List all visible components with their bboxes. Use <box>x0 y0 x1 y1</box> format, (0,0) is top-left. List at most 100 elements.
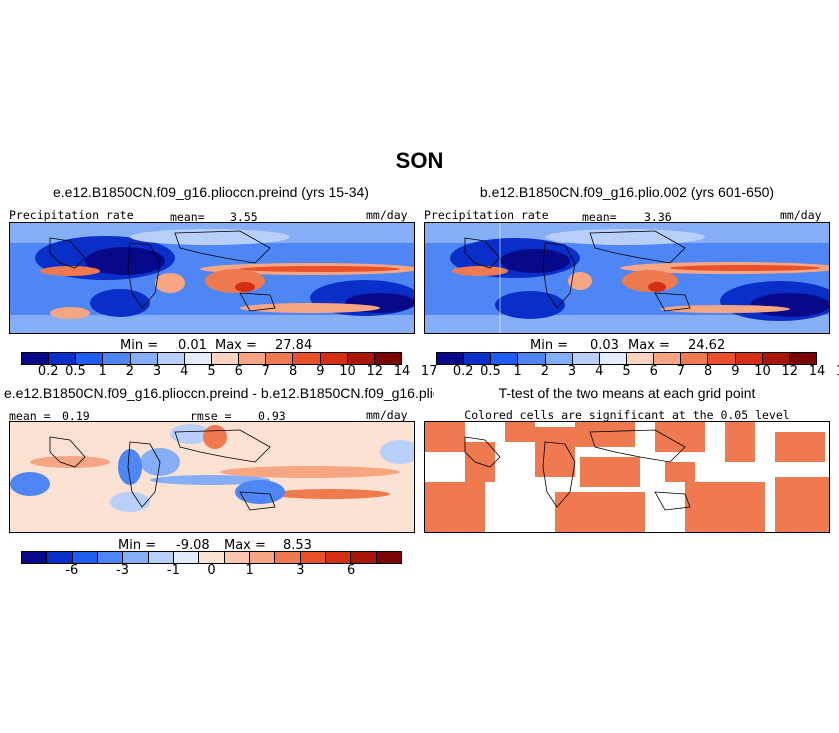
ttest-field <box>425 422 829 532</box>
colorbar-tick-label: 3 <box>152 364 162 379</box>
colorbar-swatch <box>49 353 77 364</box>
units-label: mm/day <box>780 208 822 222</box>
colorbar-tick-label: 10 <box>339 364 356 379</box>
colorbar-swatch <box>275 552 301 563</box>
colorbar-swatch <box>572 353 600 364</box>
rmse-value: 0.93 <box>258 409 286 423</box>
colorbar-swatch <box>211 353 240 364</box>
colorbar-swatch <box>173 552 200 563</box>
mean-label: mean = <box>9 409 51 423</box>
colorbar-swatch <box>464 353 492 364</box>
mean-label: mean= <box>582 210 617 224</box>
panel-subtitle: Colored cells are significant at the 0.0… <box>464 408 790 422</box>
max-value: 8.53 <box>283 538 312 553</box>
precip-field <box>10 223 414 333</box>
colorbar-tick-label: -3 <box>116 563 130 578</box>
colorbar-tick-label: 0.5 <box>480 364 501 379</box>
colorbar-swatch <box>239 353 267 364</box>
colorbar-tick-label: 4 <box>595 364 604 379</box>
colorbar-tick-label: 5 <box>622 364 631 379</box>
difference-map <box>9 421 415 533</box>
colorbar-swatch <box>789 353 816 364</box>
ttest-map <box>424 421 830 533</box>
panel-title: b.e12.B1850CN.f09_g16.plio.002 (yrs 601-… <box>479 184 775 200</box>
mean-label: mean= <box>170 210 205 224</box>
min-label: Min = <box>530 338 569 353</box>
colorbar-tick-label: 12 <box>781 364 799 379</box>
colorbar-tick-label: 0.5 <box>65 364 86 379</box>
variable-label: Precipitation rate <box>424 208 549 222</box>
units-label: mm/day <box>366 208 408 222</box>
figure-title: SON <box>395 148 444 173</box>
colorbar-swatch <box>681 353 709 364</box>
colorbar-swatch <box>374 353 401 364</box>
colorbar-tick-label: 1 <box>245 563 254 578</box>
max-label: Max = <box>215 338 257 353</box>
colorbar-swatch <box>72 552 98 563</box>
units-label: mm/day <box>366 408 408 422</box>
max-label: Max = <box>224 538 266 553</box>
colorbar-tick-label: 14 <box>393 364 411 379</box>
precip-field <box>425 223 829 333</box>
colorbar-swatch <box>735 353 763 364</box>
colorbar-tick-label: 5 <box>207 364 216 379</box>
colorbar-tick-label: 9 <box>731 364 740 379</box>
colorbar-tick-label: 1 <box>98 364 107 379</box>
colorbar-swatch <box>249 552 276 563</box>
colorbar-tick-label: 17 <box>420 364 438 379</box>
colorbar-swatch <box>376 552 401 563</box>
max-value: 27.84 <box>275 338 313 353</box>
colorbar-tick-label: 4 <box>180 364 189 379</box>
colorbar-swatch <box>762 353 790 364</box>
mean-value: 3.36 <box>644 210 672 224</box>
colorbar-tick-label: 0.2 <box>37 364 59 379</box>
colorbar-tick-label: -1 <box>166 563 180 578</box>
min-label: Min = <box>120 338 159 353</box>
colorbar-tick-label: 0 <box>207 563 216 578</box>
colorbar-swatch <box>97 552 124 563</box>
colorbar-swatch <box>184 353 212 364</box>
colorbar-swatch <box>518 353 546 364</box>
colorbar-ticks: -6 -3 -1 0 1 3 6 <box>21 563 402 579</box>
colorbar-tick-label: 6 <box>234 364 243 379</box>
min-value: -9.08 <box>176 538 210 553</box>
colorbar-tick-label: 0.2 <box>452 364 474 379</box>
panel-title: e.e12.B1850CN.f09_g16.plioccn.preind (yr… <box>53 184 369 200</box>
colorbar-swatch <box>491 353 519 364</box>
colorbar-swatch <box>199 552 225 563</box>
colorbar-tick-label: 2 <box>125 364 134 379</box>
colorbar-tick-label: 8 <box>704 364 713 379</box>
mean-value: 3.55 <box>230 210 258 224</box>
max-label: Max = <box>628 338 670 353</box>
max-value: 24.62 <box>688 338 726 353</box>
colorbar-swatch <box>76 353 104 364</box>
colorbar-swatch <box>47 552 73 563</box>
colorbar-tick-label: 2 <box>540 364 549 379</box>
precip-map <box>424 222 830 334</box>
mean-value: 0.19 <box>62 409 90 423</box>
colorbar-swatch <box>347 353 375 364</box>
min-value: 0.01 <box>178 338 207 353</box>
panel-title: e.e12.B1850CN.f09_g16.plioccn.preind - b… <box>4 385 434 401</box>
colorbar-tick-label: 3 <box>296 563 305 578</box>
colorbar-tick-label: 6 <box>347 563 356 578</box>
colorbar-swatch <box>22 552 48 563</box>
colorbar-tick-label: 10 <box>754 364 771 379</box>
rmse-label: rmse = <box>190 409 232 423</box>
colorbar-swatch <box>266 353 294 364</box>
colorbar-tick-label: -6 <box>65 563 79 578</box>
colorbar-swatch <box>103 353 131 364</box>
colorbar-tick-label: 14 <box>808 364 826 379</box>
colorbar-tick-label: 7 <box>676 364 686 379</box>
colorbar-swatch <box>545 353 573 364</box>
colorbar-swatch <box>22 353 50 364</box>
difference-field <box>10 422 414 532</box>
colorbar-swatch <box>626 353 655 364</box>
colorbar-swatch <box>130 353 158 364</box>
colorbar-swatch <box>224 552 250 563</box>
colorbar-swatch <box>325 552 352 563</box>
colorbar-tick-label: 8 <box>289 364 298 379</box>
colorbar-tick-label: 7 <box>261 364 271 379</box>
